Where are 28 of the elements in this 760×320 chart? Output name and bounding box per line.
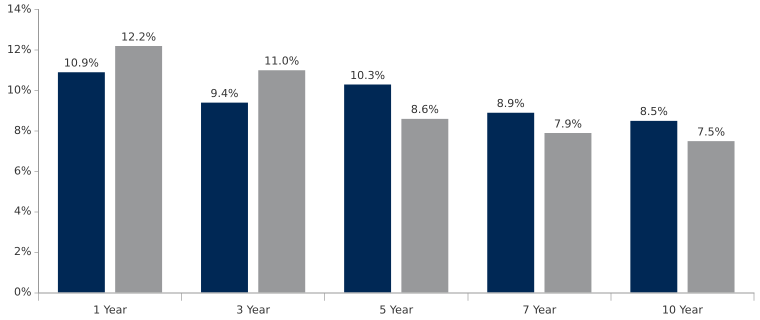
x-tick-label: 5 Year xyxy=(379,303,414,316)
x-tick-label: 7 Year xyxy=(522,303,557,316)
data-label: 10.9% xyxy=(64,56,99,70)
bar xyxy=(487,112,534,292)
data-label: 11.0% xyxy=(264,54,300,68)
y-tick-label: 2% xyxy=(14,245,32,258)
data-label: 7.5% xyxy=(697,125,726,138)
data-label: 7.9% xyxy=(554,117,582,130)
bar xyxy=(344,84,392,292)
y-tick-label: 12% xyxy=(6,42,32,56)
y-tick-label: 0% xyxy=(14,286,32,299)
y-tick-label: 8% xyxy=(14,124,32,137)
x-tick-label: 3 Year xyxy=(236,303,270,316)
data-label: 12.2% xyxy=(121,30,156,44)
data-label: 8.9% xyxy=(496,97,525,110)
data-label: 8.5% xyxy=(640,105,668,118)
bar xyxy=(58,72,105,292)
x-tick-label: 1 Year xyxy=(93,303,128,316)
y-tick-label: 4% xyxy=(14,204,32,218)
bar xyxy=(201,102,248,292)
x-tick-label: 10 Year xyxy=(662,303,704,316)
y-tick-label: 6% xyxy=(14,164,32,178)
data-label: 9.4% xyxy=(210,87,238,100)
y-tick-label: 10% xyxy=(6,83,32,96)
y-tick-label: 14% xyxy=(6,2,32,16)
data-label: 8.6% xyxy=(410,103,439,116)
bar xyxy=(630,120,678,292)
data-label: 10.3% xyxy=(350,68,386,82)
